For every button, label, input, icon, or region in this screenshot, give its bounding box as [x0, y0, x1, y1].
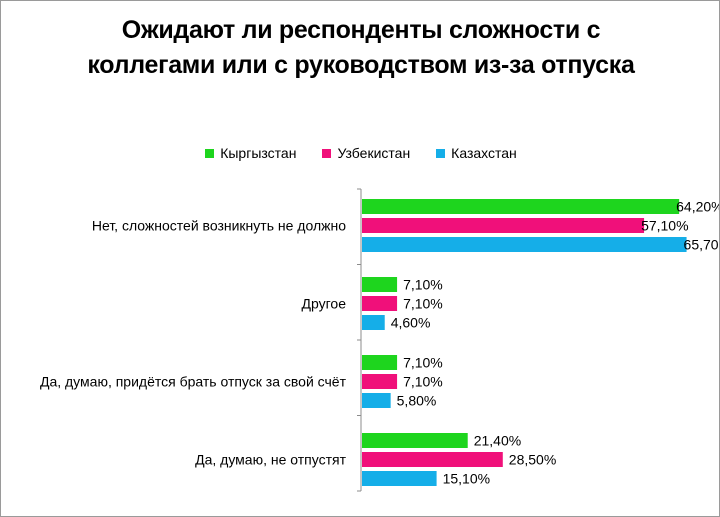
bar	[362, 433, 468, 448]
legend-item-kazakhstan: Казахстан	[436, 145, 517, 161]
chart-title: Ожидают ли респонденты сложности с колле…	[87, 16, 635, 79]
data-label: 7,10%	[403, 355, 443, 371]
legend-item-kyrgyzstan: Кыргызстан	[205, 145, 296, 161]
data-label: 65,70%	[684, 237, 719, 253]
data-label: 5,80%	[397, 393, 437, 409]
data-label: 7,10%	[403, 374, 443, 390]
legend-label-kyrgyzstan: Кыргызстан	[220, 145, 297, 161]
category-label: Нет, сложностей возникнуть не должно	[92, 218, 346, 234]
category-label: Да, думаю, не отпустят	[195, 452, 346, 468]
legend-swatch-kazakhstan	[436, 148, 446, 158]
bar	[362, 355, 398, 370]
bar	[362, 393, 391, 408]
data-label: 4,60%	[391, 315, 431, 331]
category-label: Другое	[302, 296, 347, 312]
data-label: 28,50%	[509, 452, 556, 468]
legend-swatch-kyrgyzstan	[205, 148, 215, 158]
data-label: 21,40%	[474, 433, 521, 449]
legend-swatch-uzbekistan	[322, 148, 332, 158]
bar	[362, 237, 687, 252]
bar	[362, 315, 385, 330]
data-label: 7,10%	[403, 277, 443, 293]
legend: Кыргызстан Узбекистан Казахстан	[1, 145, 720, 161]
bar	[362, 374, 398, 389]
bar	[362, 452, 503, 467]
data-label: 15,10%	[443, 471, 490, 487]
bar	[362, 471, 437, 486]
data-label: 7,10%	[403, 296, 443, 312]
bar	[362, 277, 398, 292]
legend-item-uzbekistan: Узбекистан	[322, 145, 410, 161]
legend-label-uzbekistan: Узбекистан	[337, 145, 411, 161]
bar	[362, 218, 645, 233]
category-label: Да, думаю, придётся брать отпуск за свой…	[40, 374, 347, 390]
data-label: 64,20%	[676, 199, 719, 215]
bar	[362, 296, 398, 311]
bar	[362, 199, 680, 214]
data-label: 57,10%	[641, 218, 688, 234]
legend-label-kazakhstan: Казахстан	[451, 145, 517, 161]
